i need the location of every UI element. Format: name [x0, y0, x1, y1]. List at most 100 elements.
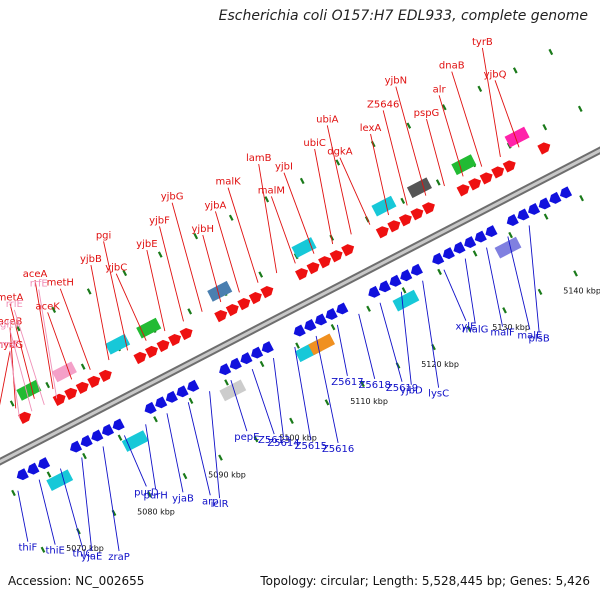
gene-label: purD	[134, 487, 159, 498]
leader-line	[528, 225, 540, 333]
reverse-gene	[442, 247, 455, 260]
reverse-gene	[240, 352, 253, 365]
reverse-gene	[261, 341, 274, 354]
guide-tick	[15, 325, 21, 332]
guide-tick	[579, 195, 584, 202]
guide-tick	[573, 270, 578, 277]
leader-line	[145, 424, 157, 490]
gene-label: lamB	[246, 153, 272, 164]
reverse-ortholog-block-shape	[121, 430, 149, 452]
reverse-gene	[155, 396, 168, 409]
reverse-gene	[219, 363, 232, 376]
reverse-gene	[229, 357, 242, 370]
map-title: Escherichia coli O157:H7 EDL933, complet…	[218, 8, 588, 24]
forward-gene	[456, 184, 470, 197]
guide-tick	[400, 197, 406, 205]
forward-gene-shape	[375, 226, 389, 239]
leader-line	[443, 269, 467, 321]
reverse-gene-shape	[27, 462, 40, 475]
forward-ortholog-block-shape	[16, 379, 42, 401]
leader-line	[102, 446, 120, 552]
kbp-tick-label: 5080 kbp	[137, 507, 175, 516]
forward-gene-shape	[260, 286, 274, 299]
leader-line	[171, 202, 203, 312]
reverse-ortholog-block-shape	[219, 379, 247, 402]
leader-line	[379, 302, 403, 382]
reverse-gene	[474, 230, 487, 243]
backbone	[0, 148, 600, 464]
forward-gene-shape	[387, 220, 401, 233]
guide-tick	[577, 105, 583, 112]
guide-tick	[157, 251, 163, 258]
forward-gene-shape	[295, 268, 308, 281]
forward-ortholog-block	[16, 379, 42, 401]
guide-tick	[324, 399, 330, 406]
forward-gene	[479, 172, 493, 185]
reverse-gene	[389, 274, 402, 287]
leader-line	[326, 125, 352, 235]
accession-text: Accession: NC_002655	[8, 574, 145, 588]
reverse-gene	[400, 269, 413, 282]
guide-tick	[253, 436, 259, 443]
gene-label: yjbC	[105, 263, 127, 274]
reverse-gene-shape	[315, 313, 328, 326]
guide-tick	[11, 489, 16, 497]
reverse-gene-shape	[219, 363, 232, 376]
gene-label: ubiC	[303, 138, 325, 149]
forward-gene-shape	[214, 309, 228, 323]
leader-line	[123, 435, 147, 487]
kbp-tick-label: 5140 kbp	[563, 286, 600, 295]
forward-gene	[87, 375, 101, 389]
reverse-gene	[91, 429, 104, 442]
leader-line	[159, 226, 184, 322]
leader-line	[90, 264, 110, 361]
gene-label: yjbB	[80, 254, 102, 265]
forward-gene-shape	[248, 292, 262, 305]
reverse-ortholog-block	[392, 289, 420, 312]
forward-gene-shape	[421, 202, 435, 215]
forward-gene	[98, 369, 112, 383]
guide-tick	[82, 452, 87, 460]
leader-line	[464, 258, 476, 324]
forward-ortholog-block	[371, 195, 397, 217]
gene-label: thiC	[72, 549, 92, 560]
reverse-gene	[464, 236, 477, 249]
guide-tick	[477, 85, 483, 92]
guide-tick	[193, 232, 199, 240]
reverse-gene-shape	[400, 269, 413, 282]
forward-ortholog-block-shape	[371, 195, 397, 217]
gene-label: thiF	[18, 543, 37, 554]
leader-line	[38, 289, 58, 399]
gene-label: malE	[517, 330, 542, 341]
leader-line	[422, 280, 440, 388]
leader-line	[451, 71, 483, 167]
guide-tick	[45, 381, 51, 389]
leader-line	[47, 312, 73, 380]
guide-tick	[406, 122, 412, 129]
forward-gene-shape	[491, 166, 505, 179]
gene-label: lexA	[360, 123, 382, 134]
reverse-gene-shape	[176, 385, 189, 398]
leader-line	[59, 288, 91, 370]
leader-line	[0, 350, 11, 406]
reverse-gene	[112, 418, 125, 431]
forward-ortholog-block-shape	[207, 280, 233, 302]
leader-line	[214, 211, 240, 293]
reverse-gene	[549, 191, 562, 204]
reverse-gene	[101, 424, 115, 436]
reverse-gene-shape	[453, 241, 466, 254]
leader-line	[38, 479, 56, 545]
reverse-ortholog-block-shape	[46, 469, 74, 492]
reverse-gene	[293, 324, 306, 337]
forward-gene	[341, 244, 355, 257]
leader-line	[60, 468, 83, 548]
guide-tick	[472, 250, 478, 257]
reverse-gene	[176, 385, 189, 398]
leader-line	[315, 335, 339, 444]
forward-gene	[502, 160, 516, 173]
leader-line	[9, 330, 33, 412]
reverse-gene-shape	[506, 214, 519, 226]
reverse-ortholog-block-shape	[494, 236, 522, 259]
reverse-gene	[27, 462, 40, 475]
